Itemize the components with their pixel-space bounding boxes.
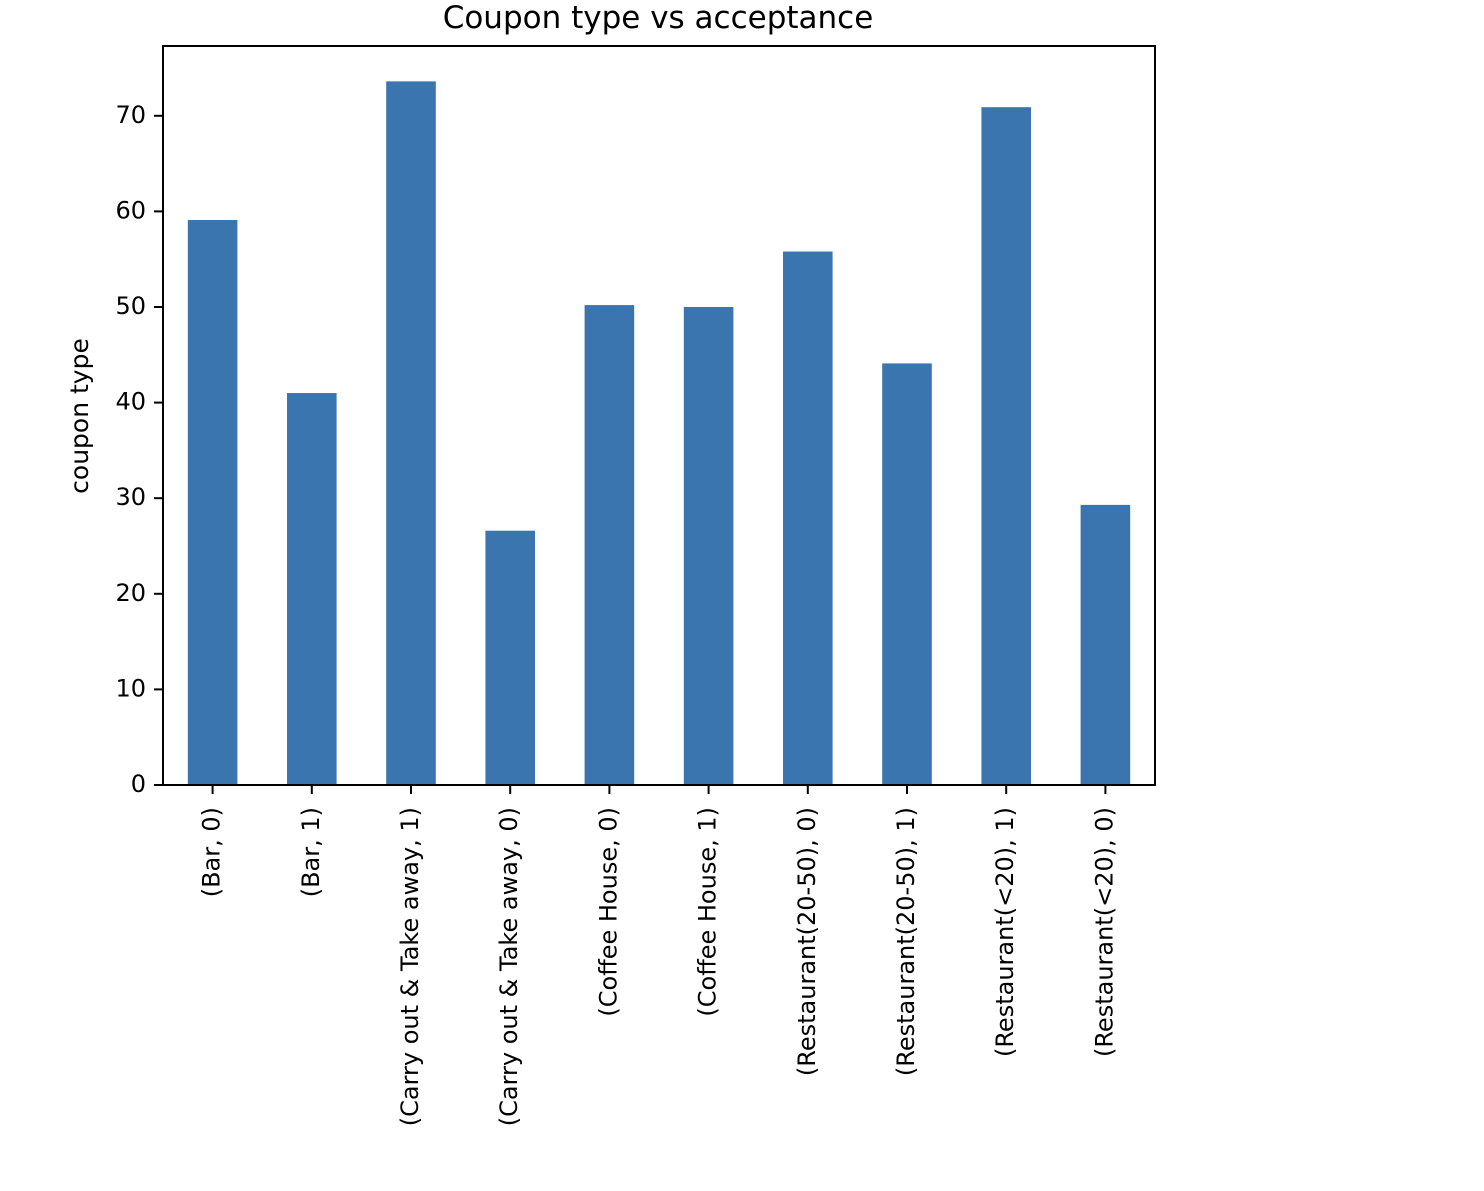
y-tick-label: 10 — [115, 674, 146, 702]
y-tick-label: 30 — [115, 483, 146, 511]
y-tick-label: 60 — [115, 196, 146, 224]
y-axis-ticks: 0 10 20 30 40 50 60 70 — [115, 101, 163, 798]
bar — [584, 305, 635, 785]
y-tick-label: 50 — [115, 292, 146, 320]
x-tick-label: (Bar, 0) — [198, 807, 226, 897]
x-tick-label: (Restaurant(20-50), 0) — [793, 807, 821, 1076]
x-tick-label: (Carry out & Take away, 1) — [396, 807, 424, 1126]
plot-frame — [162, 45, 1156, 786]
x-tick-label: (Bar, 1) — [297, 807, 325, 897]
bar — [287, 393, 337, 785]
bar — [882, 363, 932, 785]
x-tick-label: (Restaurant(<20), 1) — [991, 807, 1019, 1057]
bar — [981, 107, 1031, 785]
y-axis-label: coupon type — [65, 338, 94, 494]
x-tick-label: (Coffee House, 1) — [694, 807, 722, 1017]
y-tick-label: 40 — [115, 388, 146, 416]
x-tick-label: (Coffee House, 0) — [594, 807, 622, 1017]
bar — [485, 530, 535, 785]
y-tick-label: 70 — [115, 101, 146, 129]
x-tick-label: (Carry out & Take away, 0) — [495, 807, 523, 1126]
bar — [683, 306, 734, 785]
bars-group — [187, 81, 1131, 786]
y-tick-label: 0 — [131, 770, 146, 798]
bar — [187, 219, 238, 786]
bar — [386, 81, 436, 786]
bar — [783, 251, 833, 785]
x-tick-label: (Restaurant(<20), 0) — [1090, 807, 1118, 1057]
bar — [1080, 504, 1131, 785]
x-axis-ticks: (Bar, 0) (Bar, 1) (Carry out & Take away, … — [198, 785, 1118, 1126]
y-tick-label: 20 — [115, 579, 146, 607]
x-tick-label: (Restaurant(20-50), 1) — [892, 807, 920, 1076]
chart-title: Coupon type vs acceptance — [443, 0, 874, 36]
